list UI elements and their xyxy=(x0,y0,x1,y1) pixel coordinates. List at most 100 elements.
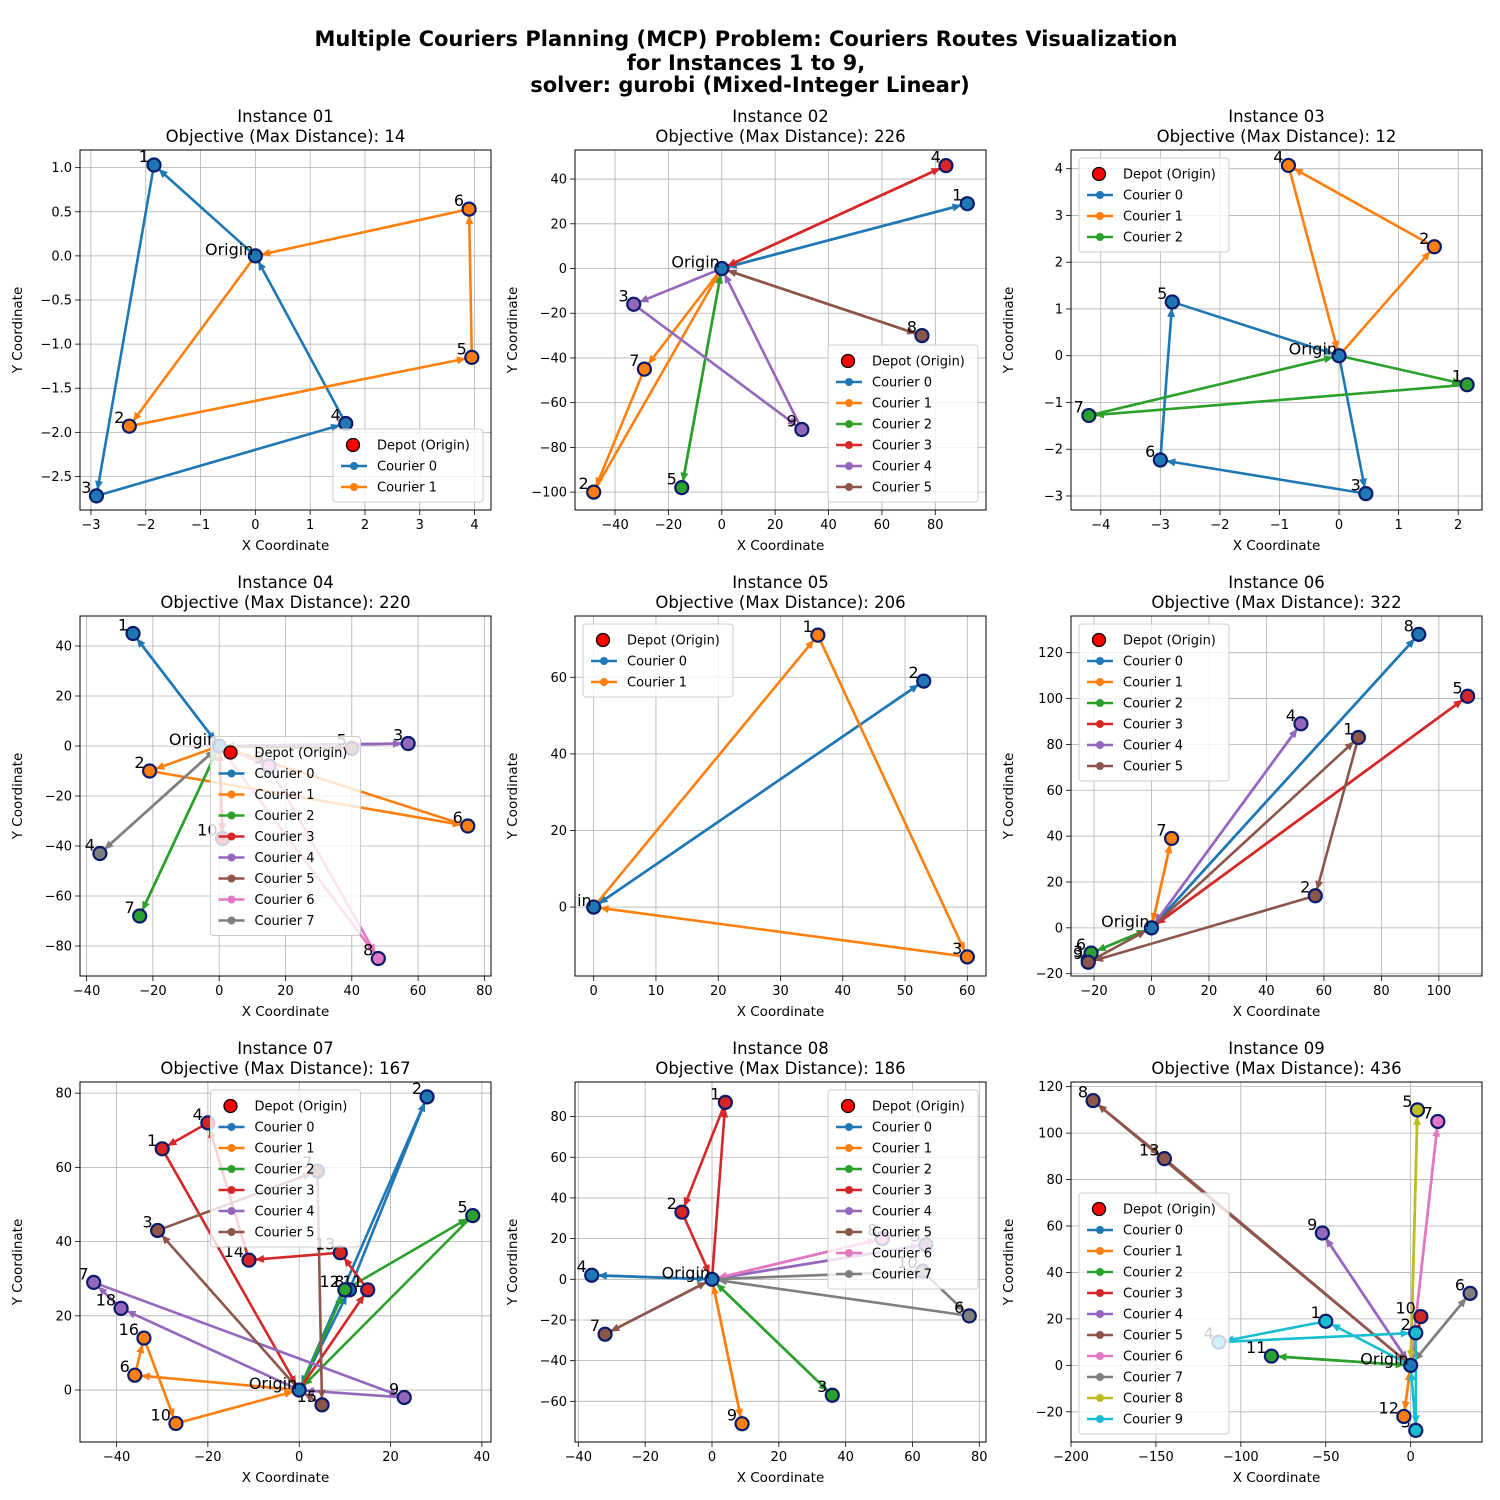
route-arrowhead xyxy=(283,1390,294,1398)
legend-series-label: Courier 0 xyxy=(872,1121,932,1136)
route-arrowhead xyxy=(787,417,798,426)
legend-depot-marker xyxy=(223,1098,238,1114)
route-arrowhead xyxy=(355,1294,365,1305)
route-arrowhead xyxy=(1399,1350,1408,1361)
route-courier-9 xyxy=(1218,1319,1420,1431)
customer-node xyxy=(1152,452,1168,468)
route-segment xyxy=(96,422,347,498)
customer-node xyxy=(1411,626,1427,642)
legend-series-label: Courier 0 xyxy=(255,767,315,782)
legend-series-label: Courier 0 xyxy=(377,460,437,475)
route-segment xyxy=(816,634,969,958)
customer-node xyxy=(938,158,954,174)
customer-node-label: 1 xyxy=(139,147,149,166)
x-tick-label: 10 xyxy=(648,984,665,999)
route-courier-4 xyxy=(1150,723,1302,929)
y-tick-label: 120 xyxy=(1038,1080,1063,1095)
legend-series-label: Courier 3 xyxy=(1123,1287,1183,1302)
x-tick-label: 0 xyxy=(718,518,726,533)
customer-node xyxy=(400,735,416,752)
x-tick-label: 60 xyxy=(1316,984,1333,999)
customer-node-label: 2 xyxy=(1300,878,1310,897)
route-arrowhead xyxy=(258,261,267,271)
x-tick-label: −40 xyxy=(103,1450,130,1465)
route-arrowhead xyxy=(1331,1323,1341,1332)
axes-frame xyxy=(574,149,987,511)
customer-node-label: 5 xyxy=(1402,1092,1412,1111)
legend-series-label: Courier 1 xyxy=(1123,210,1183,225)
y-tick-label: −0.5 xyxy=(40,294,72,309)
y-tick-label: 2 xyxy=(1055,256,1063,271)
customer-node-label: 8 xyxy=(1404,616,1414,635)
route-arrowhead xyxy=(727,269,738,278)
customer-node-label: 6 xyxy=(454,191,464,210)
route-segment xyxy=(1150,736,1360,929)
axes-frame xyxy=(1070,615,1483,977)
legend-series-label: Courier 7 xyxy=(872,1268,932,1283)
route-arrowhead xyxy=(1166,458,1176,467)
customer-node-label: 17 xyxy=(68,1264,88,1283)
y-tick-label: −60 xyxy=(540,396,567,411)
route-segment xyxy=(680,1101,727,1213)
axes-frame xyxy=(1070,149,1483,511)
route-arrowhead xyxy=(303,1376,313,1386)
legend-marker xyxy=(350,483,358,491)
x-tick-label: −2 xyxy=(136,518,155,533)
legend-series-label: Courier 5 xyxy=(255,872,315,887)
customer-node xyxy=(125,625,141,642)
route-segment xyxy=(710,1279,744,1424)
customer-node-label: 1 xyxy=(952,186,962,205)
legend-series-label: Courier 3 xyxy=(872,1184,932,1199)
route-arrowhead xyxy=(1150,912,1159,922)
route-segment xyxy=(711,1278,970,1318)
legend-marker xyxy=(1096,1415,1104,1423)
x-tick-label: 20 xyxy=(277,984,294,999)
legend-marker xyxy=(227,1207,236,1215)
legend-box xyxy=(827,1089,979,1290)
route-segment xyxy=(1337,355,1368,494)
legend-marker xyxy=(845,1249,853,1257)
route-segment xyxy=(93,1281,405,1399)
customer-node-label: 7 xyxy=(590,1316,600,1335)
legend-series-label: Courier 5 xyxy=(255,1226,315,1241)
legend-series-label: Courier 3 xyxy=(872,439,932,454)
legend-depot-label: Depot (Origin) xyxy=(1123,634,1216,649)
route-arrowhead xyxy=(648,354,657,365)
customer-node-label: 12 xyxy=(1379,1398,1399,1417)
y-tick-label: 40 xyxy=(55,1235,72,1250)
route-arrowhead xyxy=(343,1257,353,1268)
x-tick-label: 60 xyxy=(959,984,976,999)
legend-marker xyxy=(1096,1394,1104,1402)
route-arrowhead xyxy=(136,1343,145,1354)
legend-depot-label: Depot (Origin) xyxy=(255,746,348,761)
customer-node xyxy=(1293,716,1309,732)
customer-node xyxy=(717,1094,733,1110)
subplot-subtitle: Objective (Max Distance): 206 xyxy=(655,593,905,612)
route-arrowhead xyxy=(166,1407,175,1418)
customer-node xyxy=(154,1141,170,1157)
route-segment xyxy=(248,1251,341,1262)
depot-label: Origin xyxy=(205,240,253,259)
y-tick-label: −60 xyxy=(45,890,72,905)
x-tick-label: −200 xyxy=(1053,1450,1089,1465)
legend-series-label: Courier 1 xyxy=(872,1142,932,1157)
depot-node xyxy=(1143,920,1160,936)
legend-marker xyxy=(1096,762,1104,770)
y-tick-label: −2.5 xyxy=(40,470,72,485)
customer-node-label: 7 xyxy=(629,351,639,370)
subplot-title: Instance 04 xyxy=(237,573,333,592)
route-arrowhead xyxy=(805,639,815,650)
route-arrowhead xyxy=(158,169,168,178)
customer-node xyxy=(338,415,354,432)
y-axis-label: Y Coordinate xyxy=(10,1219,26,1307)
route-segment xyxy=(711,1278,834,1397)
depot-label: Origin xyxy=(662,1263,710,1282)
customer-node-label: 6 xyxy=(1145,442,1155,461)
customer-node-label: 8 xyxy=(363,941,373,960)
route-arrowhead xyxy=(1315,880,1324,890)
y-tick-label: 20 xyxy=(550,1232,567,1247)
route-segment xyxy=(138,745,221,917)
customer-node xyxy=(1081,407,1097,424)
customer-node-label: 4 xyxy=(193,1105,203,1124)
